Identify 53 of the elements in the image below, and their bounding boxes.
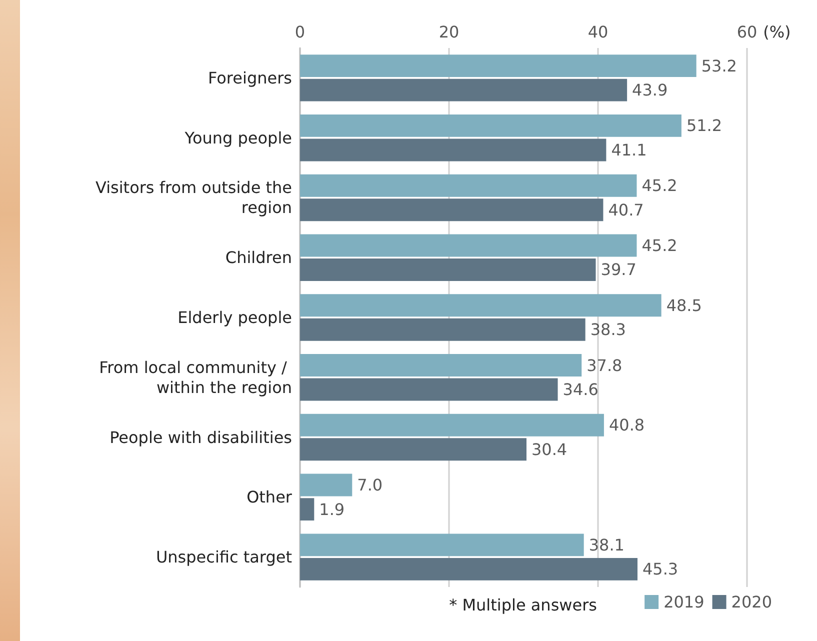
y-tick-label: Foreigners (208, 68, 292, 88)
bar (300, 294, 662, 317)
bar (300, 174, 637, 197)
data-label: 1.9 (319, 500, 345, 519)
data-label: 43.9 (632, 80, 668, 100)
legend-label: 2019 (664, 592, 704, 612)
text: * Multiple answers (449, 596, 598, 614)
y-tick-label: Children (225, 248, 292, 268)
data-label: 37.8 (586, 356, 622, 375)
x-tick-label: 60 (736, 22, 758, 42)
data-label: 41.1 (611, 140, 647, 160)
bar (300, 54, 696, 78)
y-tick-label: From local community / within the region (99, 358, 292, 397)
x-tick-label: 0 (294, 22, 306, 42)
y-tick-label: Elderly people (178, 308, 292, 327)
bar (300, 258, 596, 281)
x-tick-label: 40 (588, 22, 608, 42)
x-axis-title: (%) (763, 22, 791, 42)
data-label: 39.7 (600, 260, 636, 280)
x-tick-label: 20 (438, 22, 460, 42)
y-tick-label: Young people (184, 128, 292, 148)
data-label: 30.4 (531, 440, 568, 459)
bar (300, 378, 558, 401)
data-label: 40.7 (608, 200, 644, 220)
legend-label: 2020 (731, 592, 772, 612)
bar (300, 318, 586, 341)
data-label: 45.3 (642, 560, 678, 579)
data-label: 7.0 (357, 476, 383, 495)
bar (300, 234, 637, 257)
y-tick-label: Other (246, 488, 292, 507)
bar (300, 354, 582, 376)
bar (300, 414, 604, 436)
y-tick-label: Visitors from outside the region (95, 178, 292, 218)
bar (300, 114, 682, 137)
bar (300, 198, 604, 222)
y-tick-label: Unspecific target (156, 548, 292, 567)
bar (300, 558, 638, 580)
data-label: 38.1 (588, 535, 624, 554)
bar (300, 498, 314, 521)
data-label: 40.8 (608, 416, 645, 435)
bar (300, 534, 584, 556)
bar (300, 474, 352, 496)
data-label: 45.2 (642, 176, 678, 196)
data-label: 34.6 (562, 380, 598, 400)
data-label: 51.2 (686, 116, 722, 136)
data-label: 48.5 (666, 296, 702, 315)
data-label: 53.2 (701, 56, 737, 76)
y-tick-label: People with disabilities (110, 428, 292, 447)
data-label: 38.3 (590, 320, 626, 340)
bar (300, 438, 526, 461)
bar (300, 138, 606, 162)
bar (300, 78, 628, 102)
data-label: 45.2 (642, 236, 678, 255)
